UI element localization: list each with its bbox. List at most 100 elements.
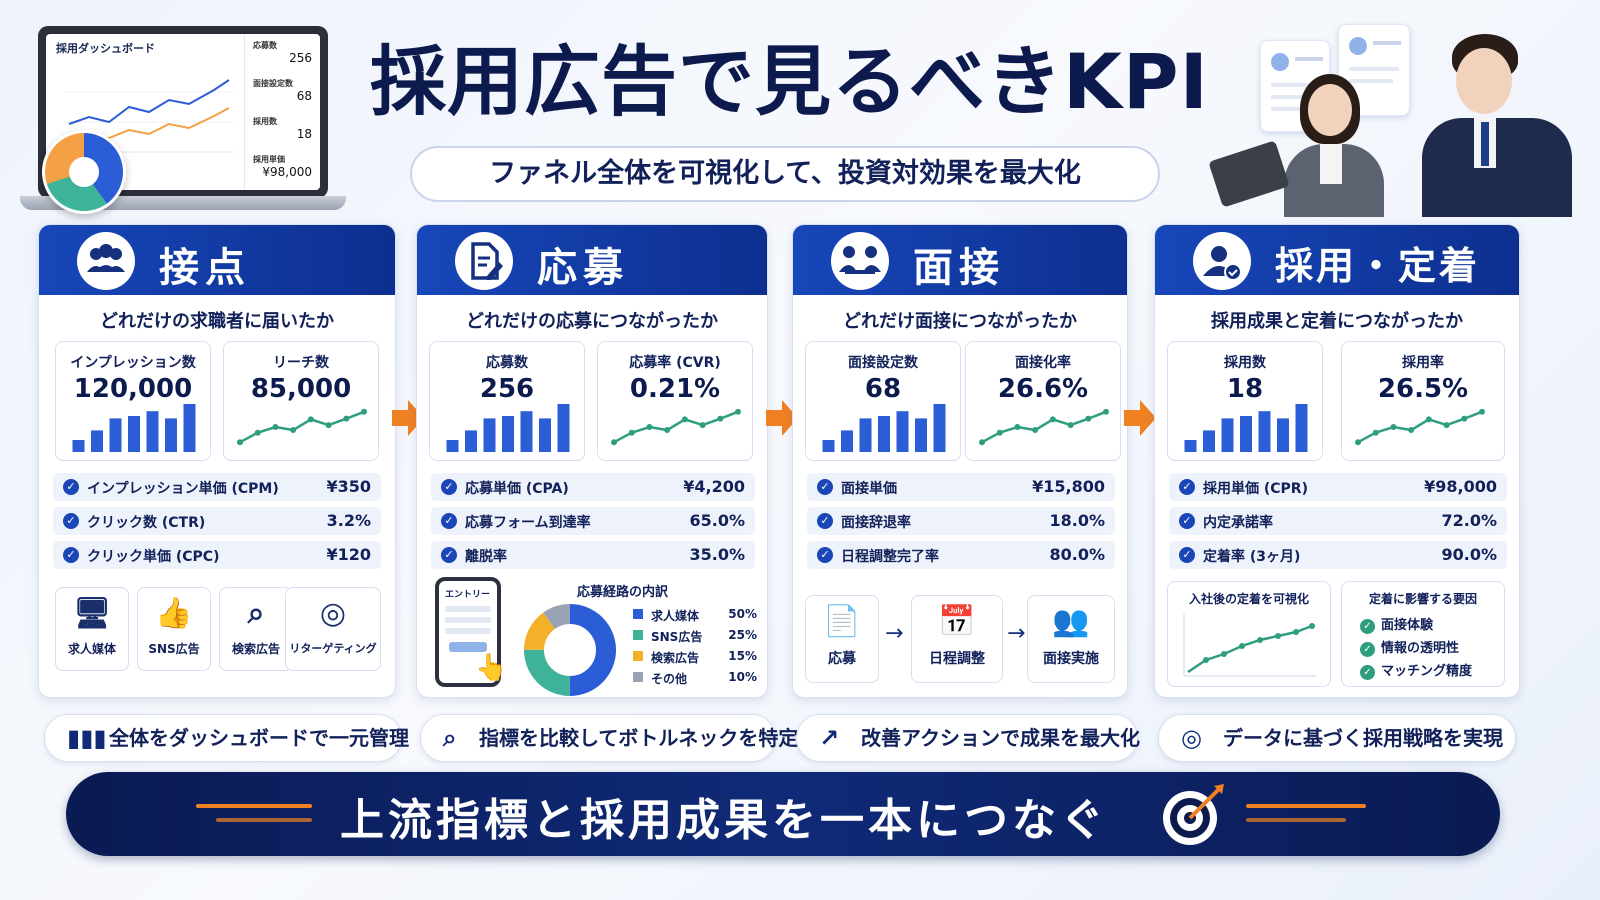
document-edit-icon bbox=[455, 232, 513, 290]
stage-question: 採用成果と定着につながったか bbox=[1211, 311, 1463, 332]
mini-bar bbox=[841, 430, 853, 452]
metric-value: 90.0% bbox=[1441, 545, 1497, 564]
mini-bar bbox=[1184, 440, 1197, 452]
stage-banner: 応募 bbox=[417, 225, 767, 295]
mini-point bbox=[1085, 415, 1092, 422]
stage-title: 面接 bbox=[913, 245, 1005, 291]
stage-touchpoint: 接点 どれだけの求職者に届いたか インプレッション数 120,000 リーチ数 … bbox=[38, 224, 396, 698]
channel-label: リターゲティング bbox=[289, 642, 377, 655]
mini-point bbox=[1390, 424, 1397, 430]
mini-point bbox=[717, 415, 724, 422]
mini-point bbox=[979, 439, 985, 446]
legend-label: その他 bbox=[651, 672, 688, 686]
interview-icon bbox=[831, 232, 889, 290]
search-icon: ⌕ bbox=[247, 596, 265, 631]
legend-label: SNS広告 bbox=[651, 630, 703, 644]
mini-bar bbox=[1277, 418, 1289, 452]
metric-row: ✓ クリック数 (CTR) 3.2% bbox=[53, 507, 381, 535]
mini-point bbox=[361, 408, 367, 415]
metric-row: ✓ 日程調整完了率 80.0% bbox=[807, 541, 1115, 569]
mini-line bbox=[981, 410, 1107, 444]
action-improvement: ↗ 改善アクションで成果を最大化 bbox=[796, 714, 1140, 762]
legend-value: 25% bbox=[728, 628, 757, 642]
metric-value: ¥98,000 bbox=[1424, 477, 1497, 496]
kpi-line-chart bbox=[979, 408, 1109, 446]
mini-point bbox=[611, 439, 617, 446]
factor-label: 面接体験 bbox=[1381, 618, 1434, 633]
factor-label: マッチング精度 bbox=[1381, 664, 1473, 679]
donut-slice bbox=[524, 604, 616, 696]
woman-person-icon bbox=[1282, 72, 1412, 217]
flow-step-interview: 👥 面接実施 bbox=[1027, 595, 1115, 683]
mini-point bbox=[1408, 427, 1415, 434]
kpi-label: リーチ数 bbox=[273, 355, 329, 371]
kpi-value: 85,000 bbox=[250, 374, 352, 404]
action-label: データに基づく採用戦略を実現 bbox=[1223, 726, 1503, 750]
mini-point bbox=[1103, 408, 1109, 415]
kpi-bar-chart bbox=[446, 404, 570, 452]
retention-line-chart bbox=[1183, 614, 1316, 677]
footer-banner: 上流指標と採用成果を一本につなぐ bbox=[66, 772, 1500, 856]
target-arrow-icon bbox=[1163, 784, 1224, 845]
legend-item: 求人媒体 50% bbox=[633, 607, 757, 628]
mini-point bbox=[996, 429, 1003, 436]
meeting-icon: 👥 bbox=[1052, 604, 1090, 639]
mini-bar bbox=[933, 404, 946, 452]
check-icon: ✓ bbox=[1179, 513, 1195, 529]
mini-bar bbox=[878, 416, 890, 452]
user-check-icon bbox=[1193, 232, 1251, 290]
channel-label: 検索広告 bbox=[231, 642, 280, 656]
kpi-card: リーチ数 85,000 bbox=[223, 341, 379, 461]
channel-retargeting: ◎ リターゲティング bbox=[285, 587, 381, 671]
mini-bar bbox=[1203, 430, 1215, 452]
metric-label: 日程調整完了率 bbox=[841, 549, 939, 565]
stat-value: 256 bbox=[289, 51, 312, 65]
check-icon: ✓ bbox=[63, 547, 79, 563]
mini-point bbox=[325, 422, 332, 429]
action-label: 全体をダッシュボードで一元管理 bbox=[109, 726, 409, 750]
mini-point bbox=[1032, 427, 1039, 434]
mini-point bbox=[1014, 424, 1021, 430]
stage-title: 採用・定着 bbox=[1275, 244, 1481, 288]
retention-chart-card: 入社後の定着を可視化 bbox=[1167, 581, 1331, 687]
action-bottleneck: ⌕ 指標を比較してボトルネックを特定 bbox=[420, 714, 798, 762]
metric-value: 72.0% bbox=[1441, 511, 1497, 530]
kpi-label: 採用数 bbox=[1224, 355, 1266, 371]
kpi-label: 応募数 bbox=[486, 355, 528, 371]
dashboard-stats: 応募数 256 面接設定数 68 採用数 18 採用単価 ¥98,000 bbox=[244, 34, 320, 190]
page-title: 採用広告で見るべきKPI bbox=[370, 37, 1209, 126]
kpi-bar-chart bbox=[72, 404, 196, 452]
mini-bar bbox=[896, 411, 909, 452]
kpi-value: 26.5% bbox=[1377, 374, 1469, 404]
stat-value: 18 bbox=[296, 127, 312, 141]
tablet-icon bbox=[1208, 140, 1290, 208]
metric-row: ✓ クリック単価 (CPC) ¥120 bbox=[53, 541, 381, 569]
check-icon: ✓ bbox=[817, 513, 833, 529]
check-icon: ✓ bbox=[441, 479, 457, 495]
kpi-label: インプレッション数 bbox=[70, 355, 196, 371]
legend-value: 50% bbox=[728, 607, 757, 621]
flow-label: 日程調整 bbox=[929, 651, 985, 667]
mini-bar bbox=[539, 418, 551, 452]
legend-value: 10% bbox=[728, 670, 757, 684]
donut-slice bbox=[524, 604, 616, 696]
mini-bar bbox=[91, 430, 103, 452]
channel-search-ads: ⌕ 検索広告 bbox=[219, 587, 293, 671]
kpi-label: 採用率 bbox=[1402, 355, 1444, 371]
metric-value: 80.0% bbox=[1049, 545, 1105, 564]
footer-text: 上流指標と採用成果を一本につなぐ bbox=[340, 795, 1108, 846]
kpi-line-chart bbox=[611, 408, 741, 446]
people-group-icon bbox=[77, 232, 135, 290]
retention-title: 入社後の定着を可視化 bbox=[1188, 592, 1309, 606]
route-donut-chart bbox=[524, 604, 616, 696]
mini-bar bbox=[146, 411, 159, 452]
mini-point bbox=[1372, 429, 1379, 436]
mini-bar bbox=[1221, 418, 1234, 452]
kpi-card: 採用数 18 bbox=[1167, 341, 1323, 461]
mini-point bbox=[1067, 422, 1074, 429]
kpi-value: 18 bbox=[1226, 374, 1264, 404]
mini-point bbox=[1355, 439, 1361, 446]
stage-banner: 採用・定着 bbox=[1155, 225, 1519, 295]
metric-label: クリック数 (CTR) bbox=[87, 515, 206, 531]
flow-step-scheduling: 📅 日程調整 bbox=[911, 595, 1003, 683]
